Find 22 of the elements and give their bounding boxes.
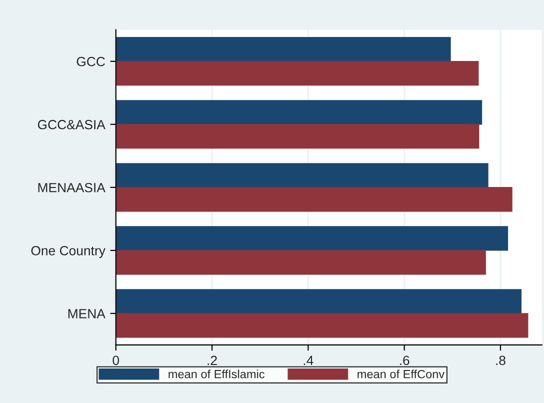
text: mean of EffConv	[358, 370, 445, 378]
bar	[116, 37, 451, 62]
bar	[116, 313, 528, 338]
y-tick-label: One Country	[31, 246, 106, 258]
bar	[116, 60, 479, 86]
x-tick-label: .2	[208, 356, 217, 365]
bar	[116, 163, 488, 188]
bar	[116, 226, 508, 251]
y-tick-label: MENA	[68, 309, 106, 318]
bar	[116, 187, 512, 212]
y-tick-label: GCC&ASIA	[38, 120, 106, 130]
bar	[116, 100, 482, 125]
x-tick-label: .4	[304, 356, 314, 365]
bar	[116, 289, 522, 314]
bar	[116, 250, 486, 275]
y-tick-label: GCC	[76, 56, 105, 66]
x-tick-label: .6	[400, 356, 410, 366]
x-tick-label: 0	[112, 356, 120, 366]
x-tick-label: .8	[496, 356, 506, 366]
legend-label: mean of EffIslamic	[168, 370, 264, 378]
bar	[116, 124, 480, 149]
y-tick-label: MENAASIA	[38, 182, 106, 192]
